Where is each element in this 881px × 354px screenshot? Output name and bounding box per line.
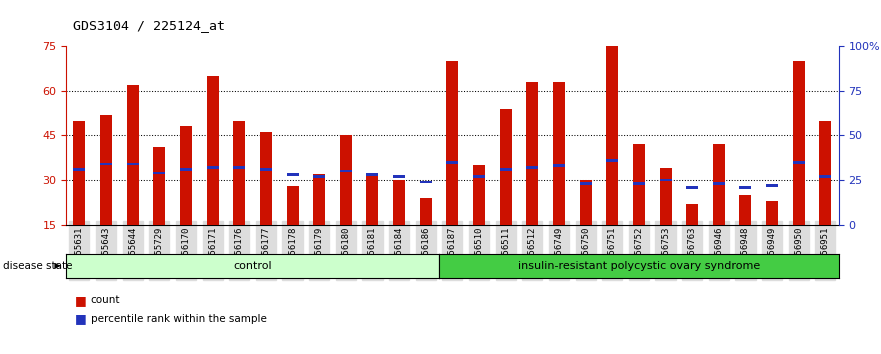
- Bar: [207, 166, 218, 169]
- Bar: [153, 147, 166, 225]
- Text: insulin-resistant polycystic ovary syndrome: insulin-resistant polycystic ovary syndr…: [518, 261, 760, 271]
- Text: ■: ■: [75, 294, 86, 307]
- Bar: [73, 120, 85, 225]
- Bar: [447, 61, 458, 225]
- Bar: [419, 198, 432, 225]
- Bar: [473, 165, 485, 225]
- Bar: [233, 120, 245, 225]
- Bar: [260, 132, 272, 225]
- Bar: [100, 163, 112, 165]
- Text: control: control: [233, 261, 272, 271]
- Bar: [153, 172, 166, 174]
- Text: GDS3104 / 225124_at: GDS3104 / 225124_at: [73, 19, 226, 32]
- Bar: [713, 182, 725, 185]
- Bar: [553, 165, 565, 167]
- Bar: [180, 168, 192, 171]
- Bar: [580, 182, 592, 185]
- Bar: [313, 175, 325, 178]
- Bar: [686, 186, 698, 189]
- Text: count: count: [91, 295, 120, 305]
- Bar: [660, 168, 671, 225]
- Bar: [180, 126, 192, 225]
- Bar: [793, 161, 804, 164]
- Bar: [633, 182, 645, 185]
- Bar: [713, 144, 725, 225]
- Bar: [313, 174, 325, 225]
- Bar: [100, 115, 112, 225]
- Bar: [127, 85, 138, 225]
- Text: disease state: disease state: [3, 261, 72, 271]
- Bar: [207, 76, 218, 225]
- Text: ■: ■: [75, 312, 86, 325]
- Bar: [127, 163, 138, 165]
- Bar: [553, 82, 565, 225]
- Bar: [447, 161, 458, 164]
- Bar: [286, 173, 299, 176]
- Bar: [686, 204, 698, 225]
- Bar: [606, 159, 618, 162]
- Bar: [739, 186, 751, 189]
- Bar: [819, 175, 832, 178]
- Bar: [393, 175, 405, 178]
- Bar: [366, 173, 379, 176]
- Bar: [419, 181, 432, 183]
- Bar: [366, 174, 379, 225]
- Bar: [473, 175, 485, 178]
- Bar: [526, 82, 538, 225]
- Bar: [393, 180, 405, 225]
- Bar: [793, 61, 804, 225]
- Bar: [580, 180, 592, 225]
- Bar: [526, 166, 538, 169]
- Bar: [286, 186, 299, 225]
- Text: percentile rank within the sample: percentile rank within the sample: [91, 314, 267, 324]
- Bar: [73, 168, 85, 171]
- Bar: [340, 170, 352, 172]
- Bar: [766, 184, 778, 187]
- Bar: [500, 109, 512, 225]
- Bar: [233, 166, 245, 169]
- Bar: [260, 168, 272, 171]
- Bar: [606, 43, 618, 225]
- Bar: [819, 120, 832, 225]
- Bar: [500, 168, 512, 171]
- Bar: [660, 179, 671, 182]
- Bar: [340, 135, 352, 225]
- Bar: [739, 195, 751, 225]
- Bar: [766, 201, 778, 225]
- Bar: [633, 144, 645, 225]
